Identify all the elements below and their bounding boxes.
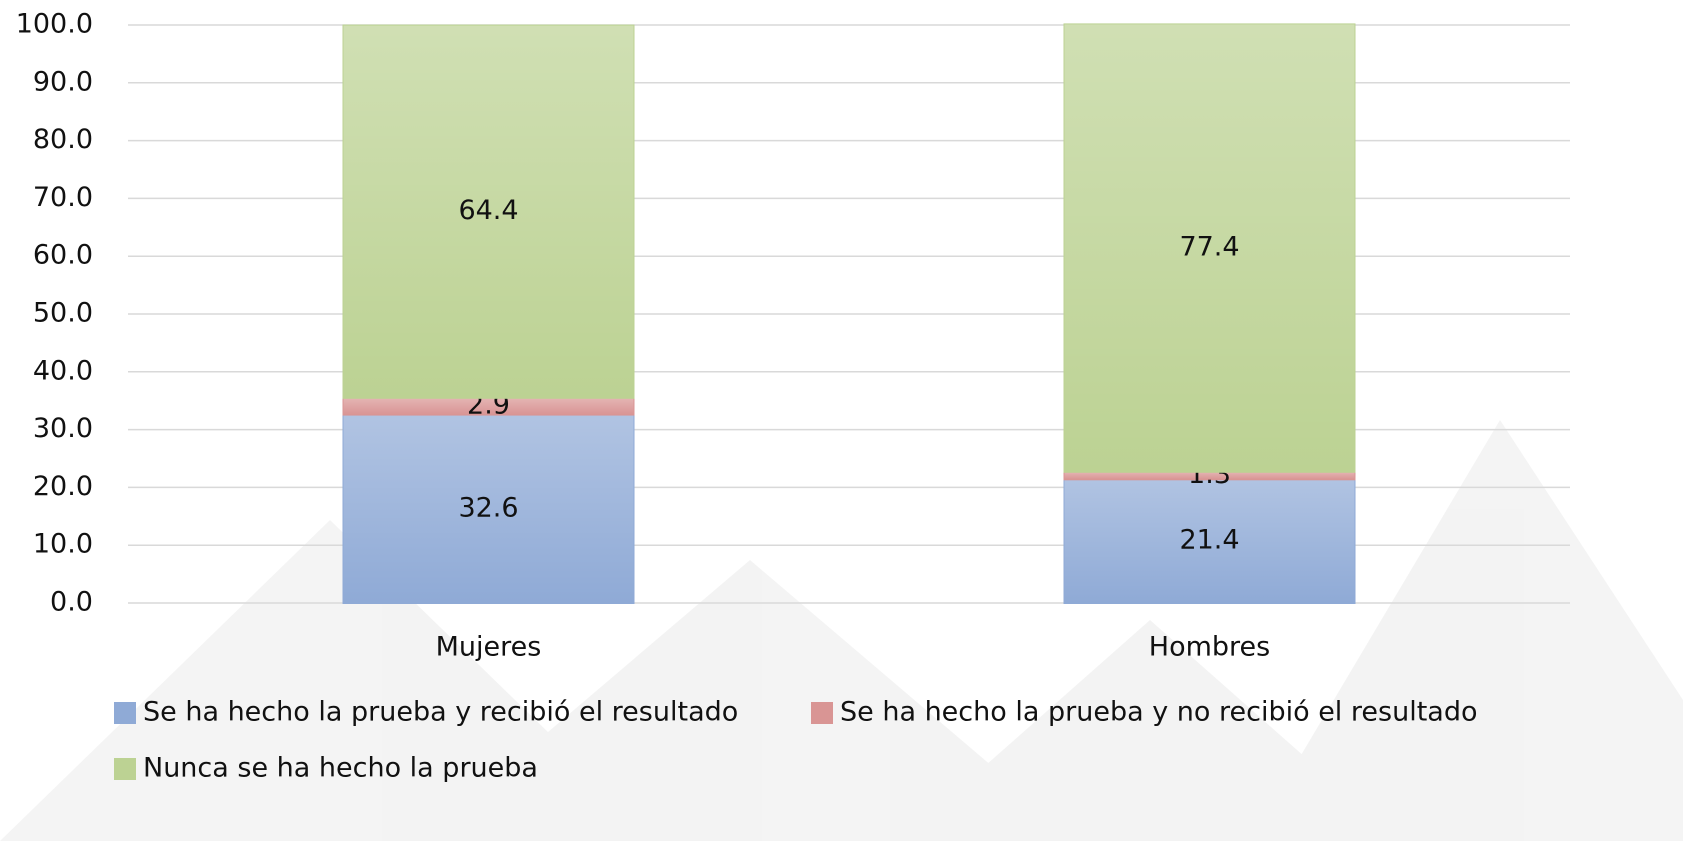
x-tick-label: Mujeres xyxy=(436,632,542,663)
legend-label: Se ha hecho la prueba y no recibió el re… xyxy=(840,697,1477,728)
legend-swatch xyxy=(114,702,136,724)
bar-shine xyxy=(1064,479,1355,603)
background-pattern xyxy=(0,420,1683,841)
bar-shine xyxy=(1064,471,1355,480)
bar-shine xyxy=(343,397,634,415)
bar-shine xyxy=(343,414,634,603)
legend-swatch xyxy=(811,702,833,724)
y-tick-label: 70.0 xyxy=(33,182,93,213)
y-tick-label: 20.0 xyxy=(33,471,93,502)
y-tick-label: 10.0 xyxy=(33,529,93,560)
y-tick-label: 30.0 xyxy=(33,413,93,444)
bar-shine xyxy=(343,25,634,398)
y-tick-label: 100.0 xyxy=(16,9,93,40)
data-label: 21.4 xyxy=(1179,525,1239,556)
y-tick-label: 40.0 xyxy=(33,355,93,386)
data-label: 64.4 xyxy=(458,195,518,226)
data-label: 32.6 xyxy=(458,492,518,523)
y-tick-label: 50.0 xyxy=(33,298,93,329)
y-tick-label: 60.0 xyxy=(33,240,93,271)
y-tick-label: 0.0 xyxy=(50,587,93,618)
x-tick-label: Hombres xyxy=(1149,632,1270,663)
legend-swatch xyxy=(114,758,136,780)
legend-label: Se ha hecho la prueba y recibió el resul… xyxy=(143,697,738,728)
data-label: 77.4 xyxy=(1179,232,1239,263)
bar-shine xyxy=(1064,24,1355,472)
y-tick-label: 90.0 xyxy=(33,66,93,97)
y-tick-label: 80.0 xyxy=(33,124,93,155)
legend-label: Nunca se ha hecho la prueba xyxy=(143,753,538,784)
